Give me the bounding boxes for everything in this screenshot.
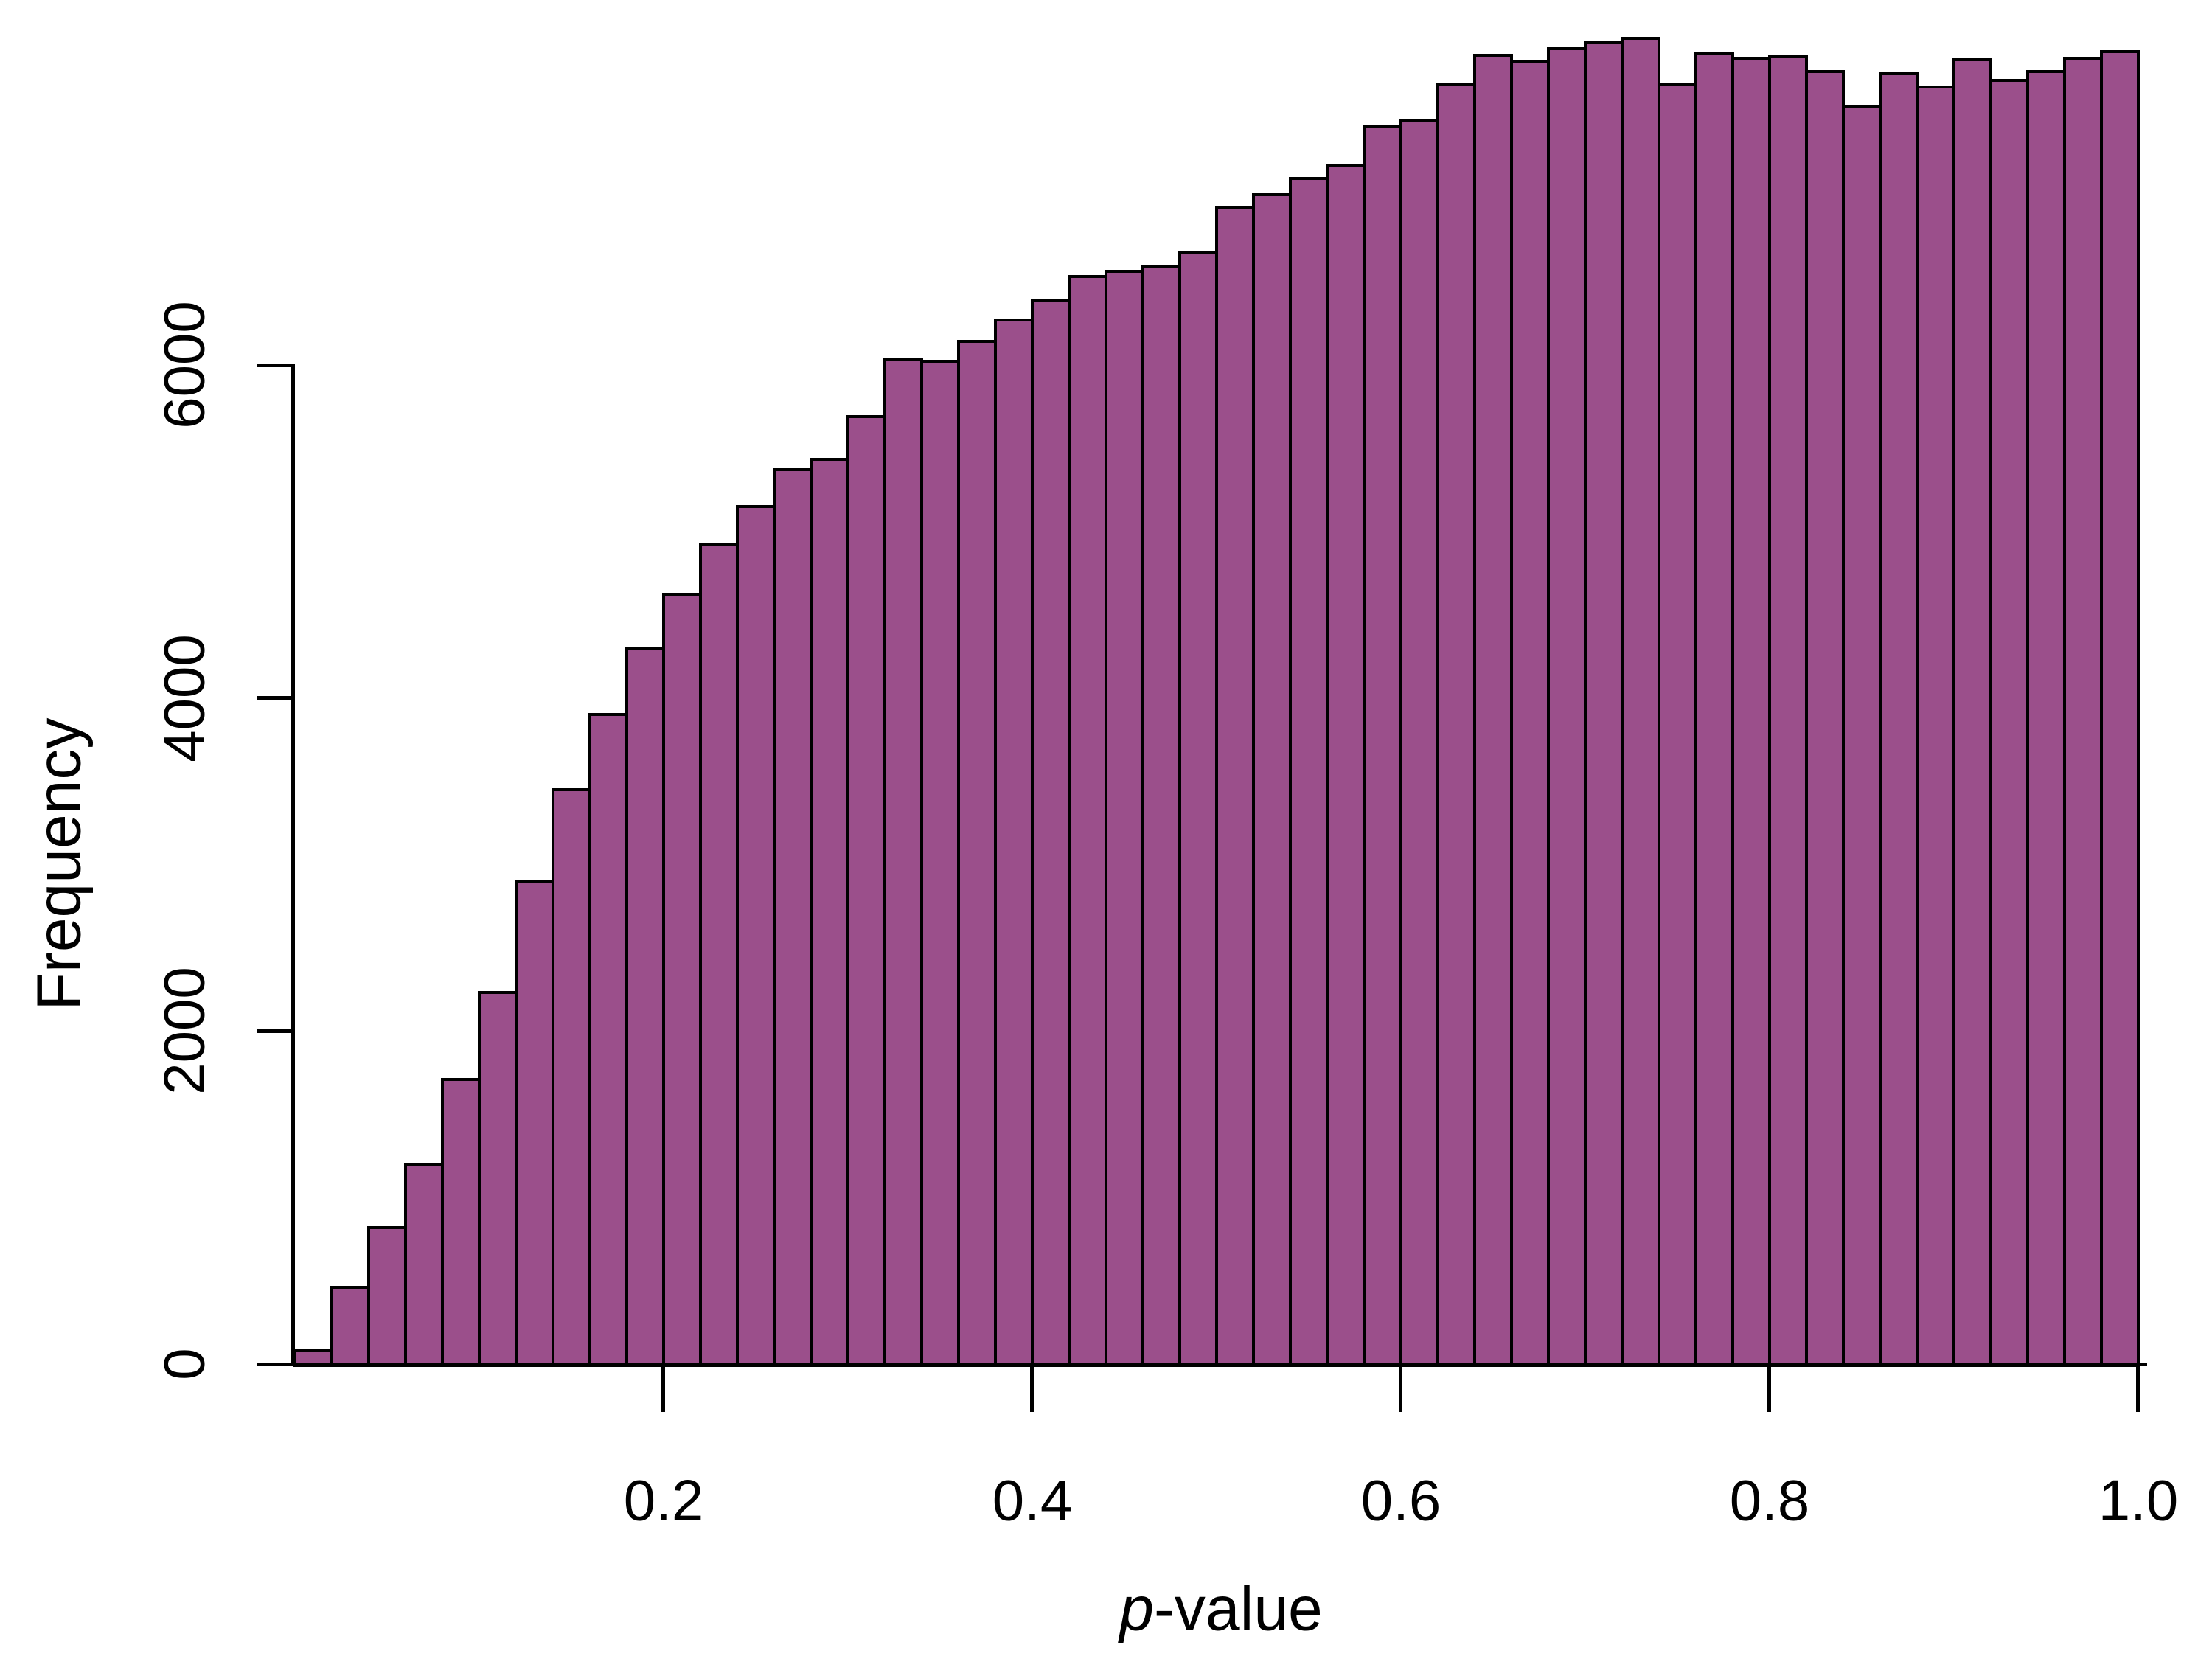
histogram-bar [1178, 251, 1218, 1367]
histogram-bar [1436, 83, 1476, 1367]
histogram-bar [1694, 52, 1734, 1367]
histogram-bar [883, 358, 923, 1367]
histogram-bar [1584, 41, 1624, 1367]
x-axis-title-italic-p: p [1119, 1573, 1154, 1644]
histogram-bar [1289, 177, 1329, 1367]
x-axis-tick [2136, 1366, 2140, 1412]
x-axis-tick-label: 0.8 [1729, 1467, 1810, 1533]
histogram-bar [1105, 270, 1144, 1367]
histogram-bar [1215, 206, 1255, 1367]
histogram-bar [330, 1286, 370, 1367]
histogram-bar [1916, 86, 1955, 1367]
histogram-bar [736, 505, 776, 1367]
y-axis-tick-label: 2000 [151, 967, 217, 1096]
y-axis-tick-label: 6000 [151, 301, 217, 429]
histogram-bar [1989, 79, 2029, 1367]
histogram-bar [1768, 55, 1808, 1367]
histogram-bar [625, 647, 665, 1367]
histogram-bar [1731, 57, 1771, 1367]
histogram-bar [773, 468, 813, 1367]
y-axis-tick [257, 1362, 295, 1366]
histogram-bar [810, 458, 849, 1367]
histogram-bar [588, 713, 628, 1367]
histogram-bar [1510, 60, 1550, 1367]
x-axis-title-rest: -value [1153, 1573, 1323, 1644]
y-axis-tick [257, 696, 295, 700]
histogram-bar [404, 1163, 444, 1367]
histogram-bar [1399, 119, 1439, 1367]
y-axis-tick [257, 1029, 295, 1033]
histogram-bar [552, 788, 591, 1367]
histogram-bar [1879, 72, 1919, 1367]
histogram-bar [1363, 125, 1402, 1367]
y-axis-tick-label: 4000 [151, 633, 217, 762]
histogram-bar [1952, 58, 1992, 1367]
histogram-bar [441, 1078, 481, 1367]
histogram-bar [846, 415, 886, 1367]
histogram-bar [1547, 47, 1587, 1367]
histogram-bar [2063, 57, 2103, 1367]
x-axis-tick [1399, 1366, 1402, 1412]
histogram-bar [1326, 164, 1366, 1367]
y-axis-line [291, 364, 295, 1366]
histogram-bar [1805, 70, 1845, 1367]
x-axis-tick [1030, 1366, 1034, 1412]
histogram-bar [478, 991, 518, 1367]
y-axis-tick [257, 363, 295, 367]
histogram-bar [1473, 54, 1513, 1367]
x-axis-tick [661, 1366, 665, 1412]
histogram-bar [515, 880, 554, 1367]
histogram-bar [1842, 105, 1882, 1367]
histogram-bar [920, 360, 960, 1367]
x-axis-tick-label: 0.4 [992, 1467, 1073, 1533]
histogram-bar [1141, 265, 1181, 1367]
histogram-bar [1068, 275, 1107, 1367]
histogram-bar [367, 1226, 407, 1367]
histogram-bar [2100, 50, 2140, 1367]
x-axis-tick [1767, 1366, 1771, 1412]
histogram-bar [2026, 70, 2066, 1367]
histogram-bar [1621, 37, 1660, 1367]
x-axis-line [291, 1363, 2147, 1366]
y-axis-title: Frequency [24, 717, 94, 1011]
histogram-bar [1252, 193, 1292, 1367]
histogram-bar [662, 593, 702, 1367]
x-axis-tick-label: 0.6 [1360, 1467, 1441, 1533]
histogram-bar [1658, 83, 1697, 1367]
histogram-bar [994, 319, 1034, 1367]
x-axis-tick-label: 0.2 [623, 1467, 704, 1533]
x-axis-title: p-value [1119, 1573, 1323, 1645]
histogram-bar [1031, 299, 1071, 1367]
x-axis-tick-label: 1.0 [2098, 1467, 2179, 1533]
histogram-bar [699, 543, 739, 1367]
y-axis-tick-label: 0 [151, 1348, 217, 1380]
histogram-bar [957, 340, 997, 1367]
